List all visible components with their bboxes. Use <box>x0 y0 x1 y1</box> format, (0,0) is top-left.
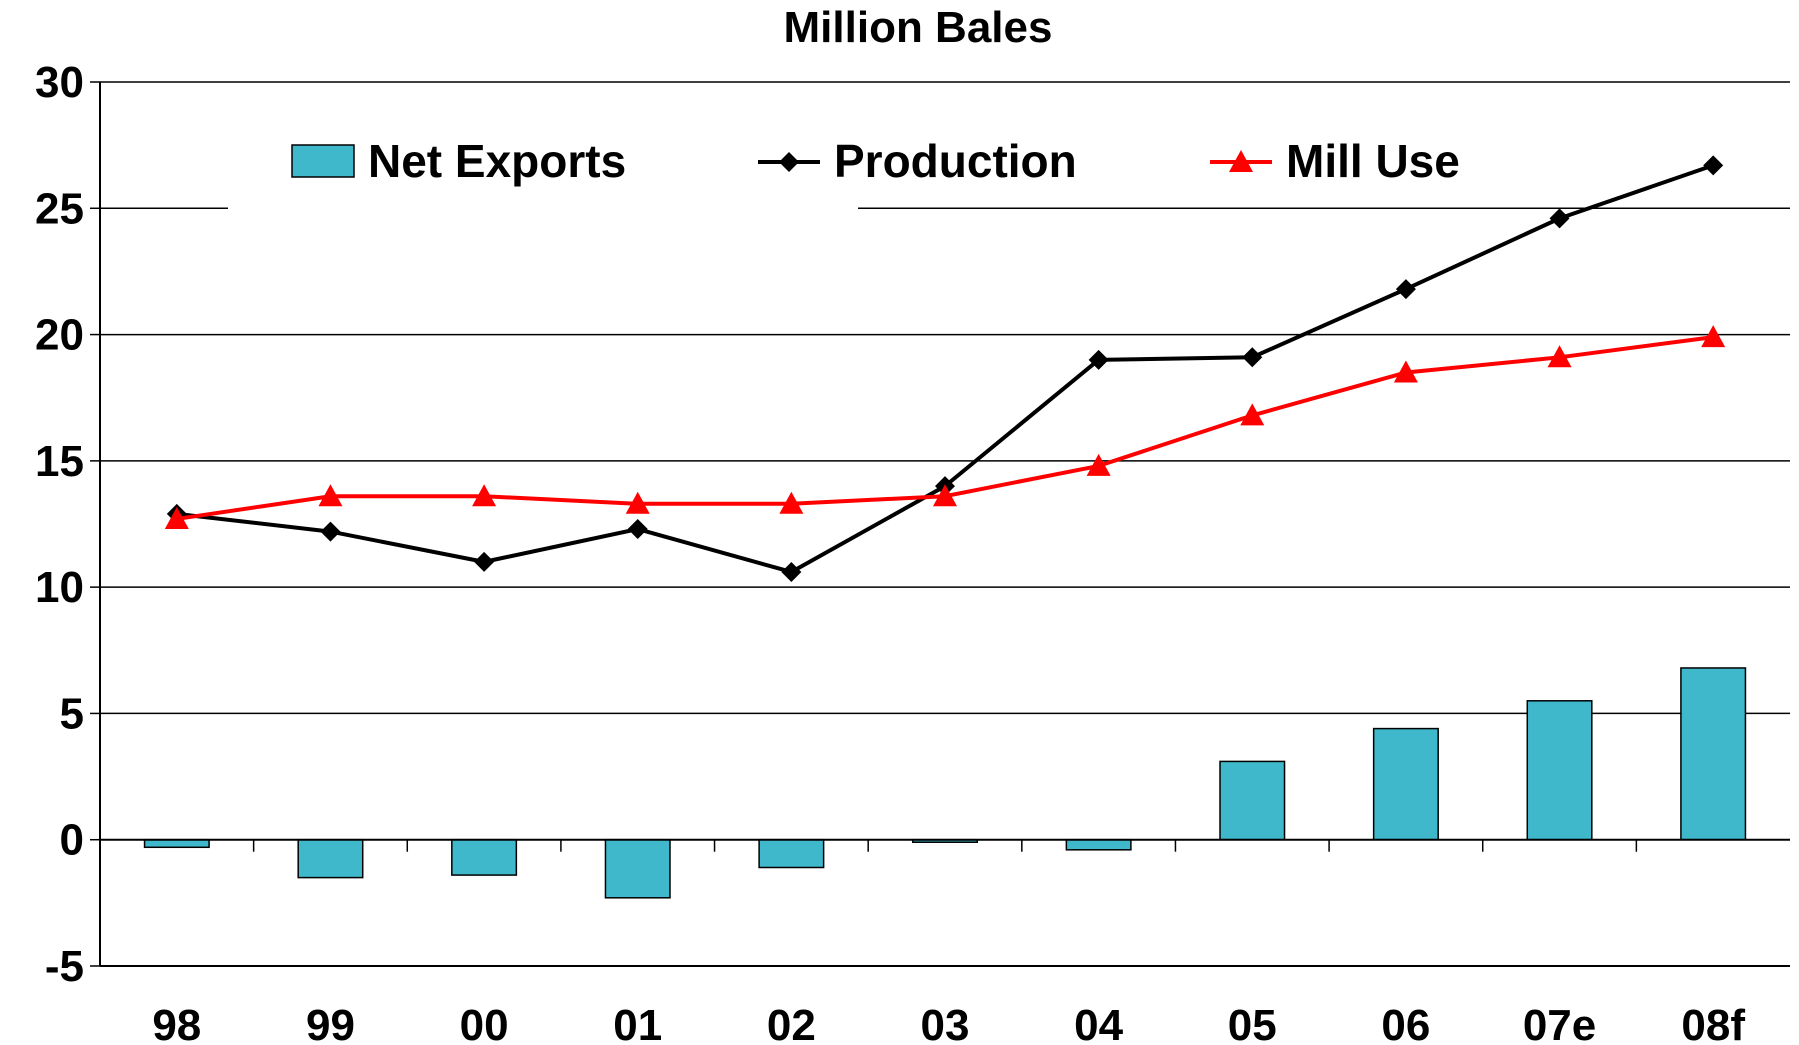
bars <box>143 667 1747 899</box>
point-mill-use-02 <box>779 491 804 514</box>
x-tick-label-00: 00 <box>460 1001 509 1045</box>
bar-net-exports-05 <box>1219 760 1286 841</box>
x-tick-label-99: 99 <box>306 1001 355 1045</box>
bar-net-exports-06 <box>1372 727 1439 841</box>
point-production-05 <box>1242 347 1263 368</box>
x-tick-label-05: 05 <box>1228 1001 1277 1045</box>
point-production-02 <box>781 561 802 582</box>
y-tick-label: 5 <box>60 689 84 738</box>
point-mill-use-98 <box>164 506 189 529</box>
point-mill-use-07e <box>1547 345 1572 368</box>
bar-net-exports-08f <box>1680 667 1747 841</box>
x-tick-label-98: 98 <box>152 1001 201 1045</box>
y-tick-label: 0 <box>60 816 84 865</box>
x-tick-label-04: 04 <box>1074 1001 1123 1045</box>
point-mill-use-00 <box>472 484 497 507</box>
series-lines <box>164 155 1726 582</box>
y-tick-label: -5 <box>45 942 84 991</box>
chart-title: Million Bales <box>784 3 1053 52</box>
y-tick-label: 15 <box>35 437 84 486</box>
x-tick-label-07e: 07e <box>1523 1001 1596 1045</box>
x-tick-label-03: 03 <box>921 1001 970 1045</box>
point-mill-use-99 <box>318 484 343 507</box>
axes <box>90 81 1790 967</box>
bar-net-exports-07e <box>1526 700 1593 841</box>
x-tick-label-06: 06 <box>1381 1001 1430 1045</box>
bar-net-exports-99 <box>297 838 364 879</box>
point-mill-use-05 <box>1240 403 1265 426</box>
legend-swatch-net-exports <box>291 144 355 178</box>
point-mill-use-03 <box>933 484 957 507</box>
point-production-04 <box>1088 349 1109 370</box>
point-production-99 <box>320 521 341 542</box>
legend-marker-production <box>779 152 799 172</box>
point-mill-use-01 <box>625 491 650 514</box>
legend-label-mill-use: Mill Use <box>1286 135 1460 187</box>
bar-net-exports-04 <box>1065 838 1132 851</box>
legend-marker-mill-use <box>1229 150 1253 172</box>
y-tick-label: 30 <box>35 58 84 107</box>
legend-label-production: Production <box>834 135 1077 187</box>
x-tick-label-02: 02 <box>767 1001 816 1045</box>
legend: Net Exports Production Mill Use <box>228 135 1460 228</box>
bar-net-exports-02 <box>758 838 825 869</box>
x-tick-labels: 98 99 00 01 02 03 04 05 06 07e 08f <box>152 1001 1745 1045</box>
y-tick-label: 10 <box>35 563 84 612</box>
point-production-06 <box>1395 279 1416 300</box>
x-tick-label-08f: 08f <box>1681 1001 1745 1045</box>
y-tick-label: 25 <box>35 184 84 233</box>
bar-net-exports-98 <box>143 838 210 849</box>
point-production-07e <box>1549 208 1570 229</box>
bar-net-exports-01 <box>604 838 671 899</box>
point-production-00 <box>474 551 495 572</box>
point-mill-use-08f <box>1701 325 1726 348</box>
point-mill-use-06 <box>1393 360 1418 383</box>
point-mill-use-04 <box>1086 453 1111 476</box>
point-production-08f <box>1703 155 1724 176</box>
point-production-01 <box>627 519 648 540</box>
bar-net-exports-00 <box>451 838 518 876</box>
legend-label-net-exports: Net Exports <box>368 135 626 187</box>
x-tick-label-01: 01 <box>613 1001 662 1045</box>
y-tick-labels: -5 0 5 10 15 20 25 30 <box>35 58 84 991</box>
y-tick-label: 20 <box>35 311 84 360</box>
